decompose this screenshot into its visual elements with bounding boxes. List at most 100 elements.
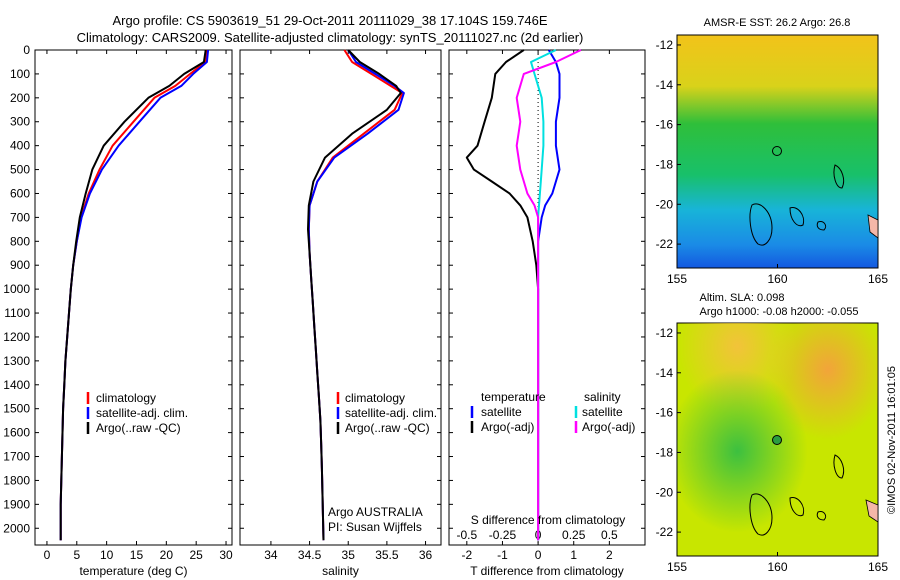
- figure-title-line2: Climatology: CARS2009. Satellite-adjuste…: [77, 30, 584, 45]
- series-line-argo-raw-qc-: [307, 49, 402, 541]
- legend-label-s-argo: Argo(-adj): [582, 420, 635, 434]
- y-tick-label: 800: [10, 234, 30, 248]
- x-tick-label: 35: [342, 548, 356, 562]
- sla-map-title-line1: Altim. SLA: 0.098: [700, 292, 785, 304]
- map-x-tick-label: 165: [868, 272, 888, 286]
- temperature-legend: climatology satellite-adj. clim. Argo(..…: [86, 391, 188, 435]
- imos-timestamp: ©IMOS 02-Nov-2011 16:01:05: [886, 366, 898, 514]
- y-tick-label: 2000: [3, 521, 30, 535]
- map-y-tick-label: -16: [656, 118, 674, 132]
- argo-australia-label: Argo AUSTRALIA: [328, 505, 423, 519]
- sst-argo-marker: [772, 146, 782, 156]
- map-y-tick-label: -18: [656, 445, 674, 459]
- x-tick-label-top: 0.25: [562, 528, 586, 542]
- legend-label-t-argo: Argo(-adj): [481, 420, 534, 434]
- x-tick-label: 15: [130, 548, 144, 562]
- x-tick-label: 35.5: [375, 548, 399, 562]
- map-y-tick-label: -12: [656, 38, 674, 52]
- sla-argo-marker: [772, 435, 782, 445]
- y-tick-label: 1500: [3, 402, 30, 416]
- y-tick-label: 400: [10, 139, 30, 153]
- y-tick-label: 1200: [3, 330, 30, 344]
- y-tick-label: 300: [10, 115, 30, 129]
- x-tick-label: 0: [535, 548, 542, 562]
- temperature-panel: 0 5 10 15 20 25 300100200300400500600700800900…: [3, 43, 233, 578]
- sla-map: Altim. SLA: 0.098 Argo h1000: -0.08 h200…: [656, 292, 889, 574]
- map-y-tick-label: -22: [656, 525, 674, 539]
- map-y-tick-label: -14: [656, 78, 674, 92]
- y-tick-label: 1600: [3, 426, 30, 440]
- series-line-satellite: [530, 49, 557, 541]
- x-tick-label: 0: [44, 548, 51, 562]
- legend-label-argo: Argo(..raw -QC): [345, 421, 430, 435]
- x-tick-label-top: -0.25: [489, 528, 517, 542]
- legend-label-argo: Argo(..raw -QC): [96, 421, 181, 435]
- x-tick-label: 25: [190, 548, 204, 562]
- map-x-tick-label: 160: [767, 560, 787, 574]
- legend-label-satellite: satellite-adj. clim.: [96, 406, 188, 420]
- legend-title-temperature: temperature: [481, 390, 546, 404]
- y-tick-label: 1700: [3, 450, 30, 464]
- y-tick-label: 1900: [3, 497, 30, 511]
- series-line-satellite: [537, 49, 561, 541]
- difference-xlabel: T difference from climatology: [470, 564, 624, 578]
- map-y-tick-label: -20: [656, 485, 674, 499]
- y-tick-label: 1000: [3, 282, 30, 296]
- figure-title-line1: Argo profile: CS 5903619_51 29-Oct-2011 …: [112, 13, 547, 28]
- legend-label-s-satellite: satellite: [582, 405, 623, 419]
- x-tick-label: 10: [100, 548, 114, 562]
- sst-map-axes: 155 160 165 -12 -14 -16 -18 -20 -22: [656, 38, 889, 286]
- sst-map-coastline: [867, 214, 879, 239]
- sla-map-island-contour: [749, 454, 845, 536]
- x-tick-label-top: -0.5: [456, 528, 477, 542]
- y-tick-label: 1800: [3, 473, 30, 487]
- y-tick-label: 500: [10, 163, 30, 177]
- series-line-satellite-adj-clim-: [307, 49, 405, 541]
- s-difference-label: S difference from climatology: [471, 513, 626, 527]
- x-tick-label: 36: [419, 548, 433, 562]
- series-line-satellite-adj-clim-: [59, 49, 210, 541]
- x-tick-label-top: 0.5: [601, 528, 618, 542]
- difference-axes-frame: [448, 49, 646, 546]
- y-tick-label: 0: [23, 43, 30, 57]
- map-x-tick-label: 160: [767, 272, 787, 286]
- salinity-xlabel: salinity: [322, 564, 359, 578]
- sst-map-field: [676, 34, 879, 269]
- series-line-climatology: [59, 49, 208, 541]
- map-y-tick-label: -12: [656, 326, 674, 340]
- sla-map-axes: 155 160 165 -12 -14 -16 -18 -20 -22: [656, 326, 889, 574]
- sla-map-coastline: [865, 499, 879, 523]
- map-x-tick-label: 165: [868, 560, 888, 574]
- x-tick-label: -2: [461, 548, 472, 562]
- x-tick-label: 5: [73, 548, 80, 562]
- x-tick-label: 34: [264, 548, 278, 562]
- series-line-argo-adj-: [465, 49, 540, 541]
- legend-label-t-satellite: satellite: [481, 405, 522, 419]
- legend-label-climatology: climatology: [345, 391, 405, 405]
- x-tick-label: 34.5: [298, 548, 322, 562]
- x-tick-label: -1: [497, 548, 508, 562]
- temperature-axes-frame: [34, 49, 233, 546]
- sst-map-title: AMSR-E SST: 26.2 Argo: 26.8: [704, 17, 851, 29]
- map-x-tick-label: 155: [667, 272, 687, 286]
- salinity-legend: climatology satellite-adj. clim. Argo(..…: [336, 391, 437, 435]
- map-y-tick-label: -22: [656, 237, 674, 251]
- map-y-tick-label: -16: [656, 406, 674, 420]
- legend-title-salinity: salinity: [584, 390, 621, 404]
- map-x-tick-label: 155: [667, 560, 687, 574]
- map-y-tick-label: -20: [656, 197, 674, 211]
- difference-legend: temperature salinity satellite Argo(-adj…: [470, 390, 635, 434]
- sla-map-title-line2: Argo h1000: -0.08 h2000: -0.055: [699, 306, 858, 318]
- x-tick-label: 30: [219, 548, 233, 562]
- y-tick-label: 900: [10, 258, 30, 272]
- y-tick-label: 200: [10, 91, 30, 105]
- y-tick-label: 100: [10, 67, 30, 81]
- x-tick-label: 2: [606, 548, 613, 562]
- x-tick-label: 20: [160, 548, 174, 562]
- salinity-panel: 34 34.5 35 35.5 36 salinity: [239, 49, 442, 578]
- y-tick-label: 1400: [3, 378, 30, 392]
- series-line-argo-adj-: [515, 49, 582, 541]
- y-tick-label: 600: [10, 186, 30, 200]
